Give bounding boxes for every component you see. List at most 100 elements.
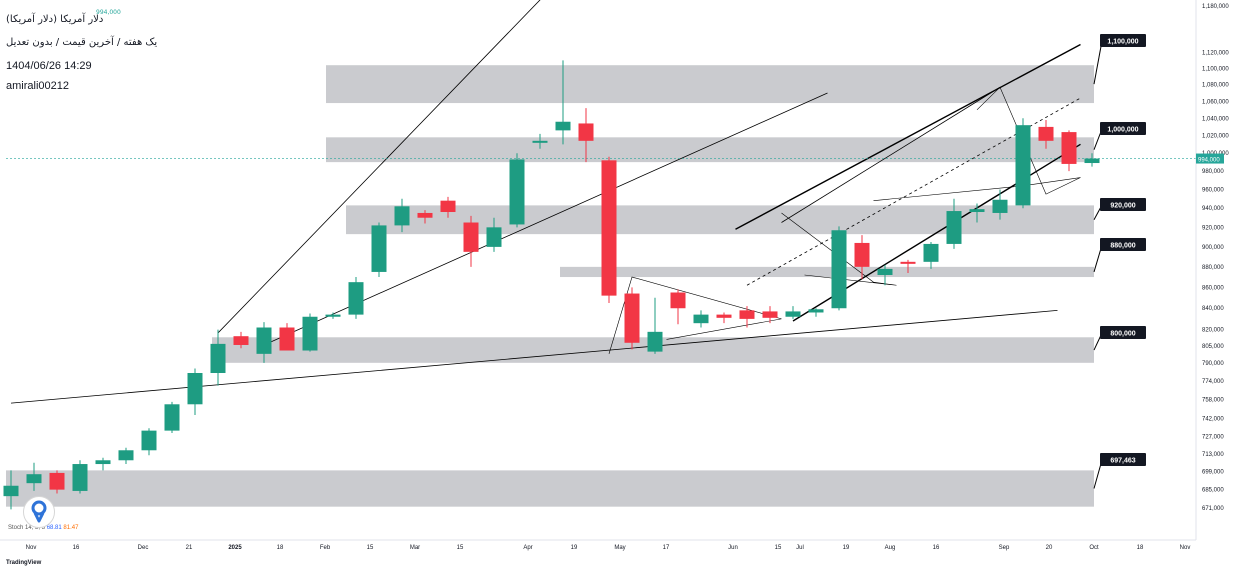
oscillator-d-value: 81.47 [63,525,79,531]
candle-body [1084,158,1100,164]
time-tick-label: Nov [26,545,37,551]
time-tick-label: Feb [320,545,331,551]
time-tick-label: Mar [410,545,420,551]
price-tick-label: 1,100,000 [1202,66,1229,72]
trendline [735,43,1081,230]
zone-label-text: 880,000 [1110,243,1135,250]
zone-label-box [1100,198,1146,211]
zone-label-box [1100,34,1146,47]
price-tick-label: 1,020,000 [1202,134,1229,140]
ohlc-close: 994,000 [96,9,121,16]
candle-body [923,243,939,262]
time-tick-label: 19 [571,545,578,551]
price-tick-label: 960,000 [1202,187,1224,193]
price-axis[interactable]: 1,180,000 1,120,000 1,100,000 1,080,000 1,06… [1195,0,1229,540]
zone-label-connector [1093,40,1103,85]
time-tick-label: Nov [1180,545,1191,551]
candle-body [716,314,732,318]
zone-label-text: 1,100,000 [1107,39,1138,46]
candle-body [555,121,571,131]
time-tick-label: 2025 [228,545,242,551]
symbol-title: دلار آمریکا (دلار آمریکا) [6,14,104,25]
price-tick-label: 671,000 [1202,506,1224,512]
price-tick-label: 1,040,000 [1202,116,1229,122]
candle-body [785,311,801,317]
candle-body [992,199,1008,213]
time-tick-label: 17 [663,545,670,551]
time-tick-label: 15 [775,545,782,551]
candle-body [1015,125,1031,206]
price-tick-label: 820,000 [1202,328,1224,334]
time-tick-label: Dec [138,545,149,551]
zone-label-text: 697,463 [1110,458,1135,465]
time-axis[interactable]: Nov 16 Dec 21 2025 18 Feb 15 Mar 15 Apr 19 May 17 Jun 1… [0,539,1196,551]
candle-body [118,450,134,461]
price-tick-label: 774,000 [1202,379,1224,385]
candle-body [348,282,364,315]
zone-box [560,266,1094,278]
candle-body [49,472,65,490]
candle-body [417,212,433,218]
zone-label-box [1100,122,1146,135]
author-name: amirali00212 [6,80,69,92]
stochastic-legend[interactable]: Stoch 14, 3, 3 68.81 81.47 [8,525,78,531]
price-tick-label: 713,000 [1202,452,1224,458]
time-tick-label: 19 [843,545,850,551]
candle-body [670,292,686,309]
candle-body [900,261,916,264]
time-tick-label: 20 [1046,545,1053,551]
time-tick-label: 18 [277,545,284,551]
oscillator-k-value: 68.81 [46,525,62,531]
price-tick-label: 920,000 [1202,225,1224,231]
candle-body [808,309,824,313]
price-tick-label: 1,180,000 [1202,4,1229,10]
candle-body [141,430,157,451]
author-logo-icon [23,496,55,528]
candle-body [210,343,226,374]
current-price-label: 994,000 [1198,158,1220,164]
candle-body [164,404,180,431]
trendline [10,309,1058,404]
price-tick-label: 1,060,000 [1202,99,1229,105]
price-tick-label: 1,120,000 [1202,50,1229,56]
candle-body [969,209,985,213]
candle-body [1061,132,1077,164]
trendline [217,0,541,334]
price-tick-label: 790,000 [1202,361,1224,367]
candle-body [463,222,479,252]
oscillator-label: Stoch [8,525,24,531]
candle-body [72,464,88,491]
time-tick-label: 15 [457,545,464,551]
zone-label-text: 920,000 [1110,203,1135,210]
symbol-subtitle: یک هفته / آخرین قیمت / بدون تعدیل [6,37,158,48]
zone-label-box [1100,326,1146,339]
price-tick-label: 742,000 [1202,417,1224,423]
zone-label-text: 800,000 [1110,331,1135,338]
candle-body [26,474,42,484]
drawn-pattern [873,86,1081,201]
zone-price-labels: 1,100,000 1,000,000 920,000 880,000 800,000 6… [1093,34,1146,489]
price-tick-label: 980,000 [1202,169,1224,175]
price-tick-label: 685,000 [1202,488,1224,494]
candle-body [647,331,663,352]
price-tick-label: 900,000 [1202,245,1224,251]
candle-body [578,123,594,141]
candle-body [509,159,525,225]
oscillator-params: 14, 3, 3 [25,525,45,531]
tradingview-logo: TradingView [6,560,42,566]
candle-body [532,140,548,143]
zone-label-text: 1,000,000 [1107,127,1138,134]
candle-body [187,373,203,405]
price-tick-label: 940,000 [1202,206,1224,212]
time-tick-label: 21 [186,545,193,551]
candle-body [693,314,709,324]
time-tick-label: Jun [728,545,738,551]
zone-label-box [1100,453,1146,466]
price-tick-label: 840,000 [1202,306,1224,312]
candle-body [325,314,341,317]
candle-body [302,316,318,351]
time-tick-label: May [614,545,625,551]
price-tick-label: 805,000 [1202,344,1224,350]
candle-body [256,327,272,354]
